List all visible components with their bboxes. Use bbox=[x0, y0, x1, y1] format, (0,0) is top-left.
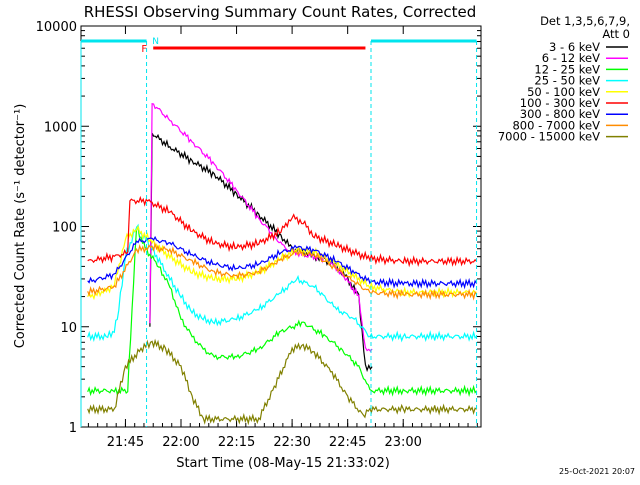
x-tick-label: 22:45 bbox=[329, 435, 366, 450]
series-line-800-7000-kev bbox=[87, 242, 478, 301]
legend-label: 25 - 50 keV bbox=[534, 74, 600, 88]
legend-label: 800 - 7000 keV bbox=[512, 118, 600, 132]
y-tick-label: 1 bbox=[69, 421, 77, 436]
legend-label: 50 - 100 keV bbox=[527, 85, 600, 99]
legend-label: 100 - 300 keV bbox=[520, 96, 600, 110]
night-flag-label: N bbox=[152, 37, 159, 47]
legend-header-line-2: Att 0 bbox=[602, 27, 630, 41]
y-tick-label: 10000 bbox=[36, 20, 77, 35]
series-line-300-800-kev bbox=[87, 235, 478, 290]
x-axis-label: Start Time (08-May-15 21:33:02) bbox=[176, 456, 390, 471]
y-tick-label: 1000 bbox=[44, 120, 77, 135]
x-tick-label: 22:15 bbox=[218, 435, 255, 450]
y-axis-label: Corrected Count Rate (s⁻¹ detector⁻¹) bbox=[13, 104, 28, 349]
legend-label: 3 - 6 keV bbox=[549, 40, 600, 54]
series-line-7000-15000-kev bbox=[87, 338, 477, 426]
series-line-100-300-kev bbox=[87, 195, 478, 268]
plot-frame bbox=[80, 25, 482, 428]
y-tick-label: 10 bbox=[60, 321, 77, 336]
x-tick-label: 23:00 bbox=[384, 435, 421, 450]
legend-label: 300 - 800 keV bbox=[520, 107, 600, 121]
y-tick-label: 100 bbox=[52, 221, 77, 236]
series-line-25-50-kev bbox=[87, 223, 477, 343]
x-tick-label: 22:00 bbox=[162, 435, 199, 450]
legend-header-line-1: Det 1,3,5,6,7,9, bbox=[540, 14, 630, 28]
series-line-12-25-kev bbox=[87, 226, 478, 398]
timestamp: 25-Oct-2021 20:07 bbox=[559, 467, 635, 476]
series-line-6-12-kev bbox=[149, 102, 373, 353]
x-tick-label: 21:45 bbox=[107, 435, 144, 450]
flare-flag-label: F bbox=[141, 44, 147, 55]
legend-label: 6 - 12 keV bbox=[542, 51, 600, 65]
series-line-3-6-kev bbox=[149, 132, 373, 373]
chart-title: RHESSI Observing Summary Count Rates, Co… bbox=[84, 3, 477, 21]
legend-label: 12 - 25 keV bbox=[534, 62, 600, 76]
legend-label: 7000 - 15000 keV bbox=[498, 130, 600, 144]
x-tick-label: 22:30 bbox=[273, 435, 310, 450]
